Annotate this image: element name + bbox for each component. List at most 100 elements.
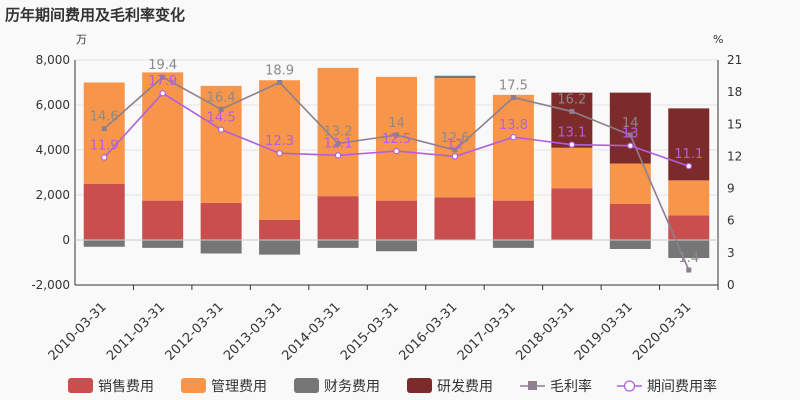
data-label: 17.5 <box>499 79 528 94</box>
right-tick-label: 9 <box>727 182 735 196</box>
data-label: 13.1 <box>557 126 586 141</box>
bar-segment <box>259 80 301 220</box>
x-tick-label: 2011-03-31 <box>104 300 168 364</box>
legend-marker <box>623 380 636 392</box>
bar-segment <box>200 202 242 240</box>
right-tick-label: 3 <box>727 246 735 260</box>
bars <box>83 67 710 258</box>
legend-label: 管理费用 <box>211 379 267 395</box>
bar-segment <box>376 200 417 240</box>
legend-label: 毛利率 <box>550 378 592 395</box>
data-label: 14 <box>622 116 639 131</box>
bar-segment <box>668 108 710 181</box>
bar-segment <box>609 240 651 249</box>
left-tick-label: 4,000 <box>36 143 70 157</box>
gm-point <box>452 147 458 153</box>
pe-point <box>101 154 108 161</box>
data-label: 1.4 <box>678 251 699 266</box>
gm-point <box>686 267 692 273</box>
right-axis-unit: % <box>713 33 723 46</box>
bar-segment <box>609 163 651 204</box>
data-label: 16.2 <box>557 92 586 107</box>
pe-point <box>159 90 166 97</box>
gm-point <box>510 95 516 100</box>
x-tick-label: 2010-03-31 <box>46 300 110 364</box>
bar-segment <box>317 67 359 197</box>
right-tick-label: 0 <box>727 278 735 292</box>
bar-segment <box>83 82 125 184</box>
legend: 销售费用 管理费用 财务费用 研发费用 毛利率 期间费用率 <box>68 378 717 395</box>
legend-label: 期间费用率 <box>647 378 717 395</box>
data-label: 14.5 <box>207 111 236 126</box>
bar-segment <box>200 240 242 254</box>
data-label: 12.5 <box>382 132 411 147</box>
bar-segment <box>492 200 534 240</box>
x-tick-label: 2013-03-31 <box>221 300 285 364</box>
bar-segment <box>551 147 593 189</box>
pe-point <box>568 141 576 148</box>
data-label: 13.2 <box>324 125 353 140</box>
gm-point <box>218 106 224 112</box>
data-label: 13.8 <box>499 118 528 133</box>
right-tick-label: 12 <box>727 149 742 163</box>
left-tick-label: 2,000 <box>36 188 70 202</box>
bar-segment <box>83 240 125 247</box>
data-label: 11.1 <box>674 147 703 162</box>
left-axis-unit: 万 <box>76 33 87 46</box>
line-series <box>101 74 692 273</box>
chart-title: 历年期间费用及毛利率变化 <box>5 6 185 24</box>
legend-swatch <box>181 378 206 393</box>
left-tick-label: -2,000 <box>31 278 70 292</box>
bar-segment <box>259 219 301 240</box>
pe-point <box>334 152 342 159</box>
bar-segment <box>551 92 593 148</box>
gm-point <box>160 74 166 80</box>
left-tick-label: 6,000 <box>36 98 70 112</box>
pe-point <box>393 147 400 155</box>
data-label: 12 <box>447 137 464 152</box>
legend-swatch <box>407 378 432 393</box>
legend-label: 研发费用 <box>437 379 493 395</box>
data-label: 14 <box>388 116 405 131</box>
legend-marker <box>528 381 537 390</box>
data-label: 12.3 <box>265 134 294 149</box>
pe-point <box>685 162 692 170</box>
legend-label: 财务费用 <box>324 379 380 395</box>
pe-point <box>510 133 517 141</box>
gm-point <box>277 80 283 85</box>
pe-point <box>217 126 225 133</box>
x-tick-label: 2012-03-31 <box>163 300 227 364</box>
bar-segment <box>492 94 534 201</box>
gm-point <box>627 132 633 138</box>
x-tick-label: 2018-03-31 <box>513 300 577 364</box>
gm-point <box>394 132 399 138</box>
pe-point <box>451 153 459 160</box>
bar-segment <box>492 240 534 248</box>
gm-point <box>569 108 575 114</box>
data-label: 12.1 <box>324 136 353 151</box>
bar-segment <box>434 75 476 78</box>
data-label: 16.4 <box>207 90 236 105</box>
x-tick-label: 2020-03-31 <box>630 300 694 364</box>
bar-segment <box>83 183 125 240</box>
pe-point <box>627 142 634 149</box>
bar-segment <box>551 188 593 240</box>
right-tick-label: 6 <box>727 214 735 228</box>
bar-segment <box>317 240 359 248</box>
bar-segment <box>434 197 476 240</box>
legend-swatch <box>294 378 319 393</box>
bar-segment <box>259 240 301 255</box>
data-labels: 14.6 19.4 16.4 18.9 13.2 14 12.6 17.5 16.2 14 1.4 1… <box>90 58 703 266</box>
gm-point <box>335 141 341 147</box>
x-tick-label: 2016-03-31 <box>396 300 460 364</box>
bar-segment <box>142 200 184 240</box>
data-label: 18.9 <box>265 64 294 79</box>
data-label: 17.9 <box>148 74 177 89</box>
bar-segment <box>200 85 242 203</box>
bar-segment <box>376 240 417 252</box>
bar-segment <box>609 204 651 240</box>
x-tick-label: 2019-03-31 <box>572 300 636 364</box>
right-tick-label: 15 <box>727 117 742 131</box>
data-label: 19.4 <box>148 58 177 73</box>
